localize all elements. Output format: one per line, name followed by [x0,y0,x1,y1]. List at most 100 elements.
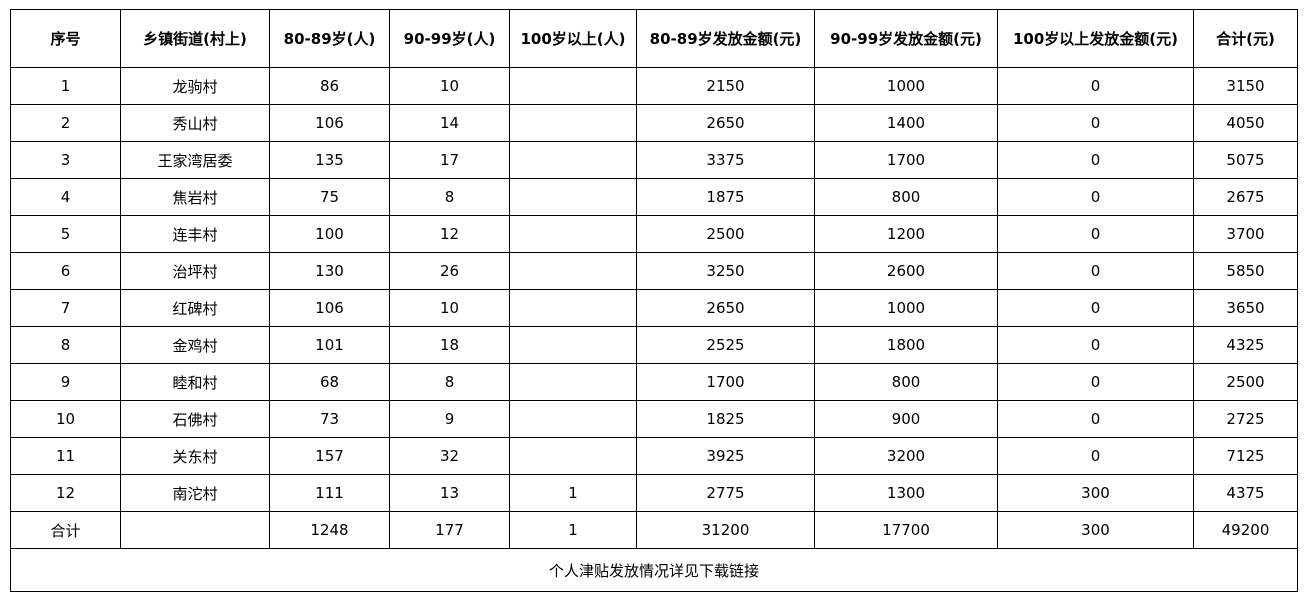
table-cell: 1700 [814,141,998,179]
table-cell: 300 [997,511,1194,549]
table-cell: 157 [269,437,390,475]
table-cell: 1200 [814,215,998,253]
table-cell [509,67,637,105]
table-cell: 0 [997,67,1194,105]
table-cell [509,178,637,216]
table-cell: 7125 [1193,437,1298,475]
table-cell: 2725 [1193,400,1298,438]
table-cell: 1 [509,474,637,512]
table-cell: 86 [269,67,390,105]
table-cell: 106 [269,104,390,142]
table-cell: 300 [997,474,1194,512]
table-cell: 睦和村 [120,363,270,401]
table-cell: 石佛村 [120,400,270,438]
table-cell [509,363,637,401]
table-cell: 0 [997,400,1194,438]
table-cell: 1400 [814,104,998,142]
table-cell: 金鸡村 [120,326,270,364]
table-cell: 治坪村 [120,252,270,290]
table-cell: 3925 [636,437,815,475]
table-cell: 68 [269,363,390,401]
table-row: 3 王家湾居委 135 17 3375 1700 0 5075 [10,141,1298,179]
table-cell: 101 [269,326,390,364]
table-cell: 10 [389,289,510,327]
table-row: 12 南沱村 111 13 1 2775 1300 300 4375 [10,474,1298,512]
header-row: 序号 乡镇街道(村上) 80-89岁(人) 90-99岁(人) 100岁以上(人) 80-… [10,9,1298,68]
table-cell: 10 [389,67,510,105]
table-cell: 2 [10,104,121,142]
table-cell: 9 [389,400,510,438]
table-cell: 关东村 [120,437,270,475]
table-cell: 2650 [636,289,815,327]
table-cell: 0 [997,215,1194,253]
column-header: 90-99岁(人) [389,9,510,68]
column-header: 100岁以上(人) [509,9,637,68]
footer-row: 个人津贴发放情况详见下载链接 [10,548,1298,592]
column-header: 80-89岁(人) [269,9,390,68]
table-cell: 8 [389,178,510,216]
table-cell: 75 [269,178,390,216]
table-cell: 3650 [1193,289,1298,327]
footer-note[interactable]: 个人津贴发放情况详见下载链接 [10,548,1298,592]
table-cell: 1800 [814,326,998,364]
table-cell: 2500 [636,215,815,253]
table-row: 2 秀山村 106 14 2650 1400 0 4050 [10,104,1298,142]
table-cell: 4375 [1193,474,1298,512]
table-cell: 龙驹村 [120,67,270,105]
table-cell: 0 [997,104,1194,142]
table-cell: 0 [997,289,1194,327]
table-row: 7 红碑村 106 10 2650 1000 0 3650 [10,289,1298,327]
table-cell: 南沱村 [120,474,270,512]
table-cell: 2500 [1193,363,1298,401]
table-cell: 177 [389,511,510,549]
table-cell: 17700 [814,511,998,549]
table-row: 9 睦和村 68 8 1700 800 0 2500 [10,363,1298,401]
table-cell: 11 [10,437,121,475]
table-cell: 13 [389,474,510,512]
table-cell: 106 [269,289,390,327]
table-cell: 4 [10,178,121,216]
table-row: 8 金鸡村 101 18 2525 1800 0 4325 [10,326,1298,364]
table-cell: 5075 [1193,141,1298,179]
table-cell: 3375 [636,141,815,179]
table-cell: 1000 [814,289,998,327]
table-cell: 10 [10,400,121,438]
table-cell [509,437,637,475]
table-cell: 2600 [814,252,998,290]
table-row: 10 石佛村 73 9 1825 900 0 2725 [10,400,1298,438]
table-cell: 2675 [1193,178,1298,216]
table-cell: 5 [10,215,121,253]
table-cell [509,252,637,290]
table-cell: 0 [997,252,1194,290]
column-header: 100岁以上发放金额(元) [997,9,1194,68]
column-header: 序号 [10,9,121,68]
table-cell: 4050 [1193,104,1298,142]
table-cell: 32 [389,437,510,475]
table-cell: 3 [10,141,121,179]
table-cell: 17 [389,141,510,179]
table-cell: 2150 [636,67,815,105]
table-cell: 2650 [636,104,815,142]
table-cell: 8 [389,363,510,401]
table-cell [509,104,637,142]
table-cell: 3150 [1193,67,1298,105]
table-row: 6 治坪村 130 26 3250 2600 0 5850 [10,252,1298,290]
table-cell: 3200 [814,437,998,475]
table-cell [509,215,637,253]
table-cell: 7 [10,289,121,327]
table-cell: 1300 [814,474,998,512]
table-row: 11 关东村 157 32 3925 3200 0 7125 [10,437,1298,475]
table-cell: 8 [10,326,121,364]
table-cell: 18 [389,326,510,364]
table-cell: 6 [10,252,121,290]
table-cell [509,141,637,179]
table-cell: 1 [10,67,121,105]
table-cell: 秀山村 [120,104,270,142]
column-header: 乡镇街道(村上) [120,9,270,68]
column-header: 90-99岁发放金额(元) [814,9,998,68]
table-cell: 4325 [1193,326,1298,364]
table-cell: 14 [389,104,510,142]
table-cell [509,400,637,438]
subsidy-table: 序号 乡镇街道(村上) 80-89岁(人) 90-99岁(人) 100岁以上(人) 80-… [10,9,1298,592]
table-cell: 0 [997,326,1194,364]
